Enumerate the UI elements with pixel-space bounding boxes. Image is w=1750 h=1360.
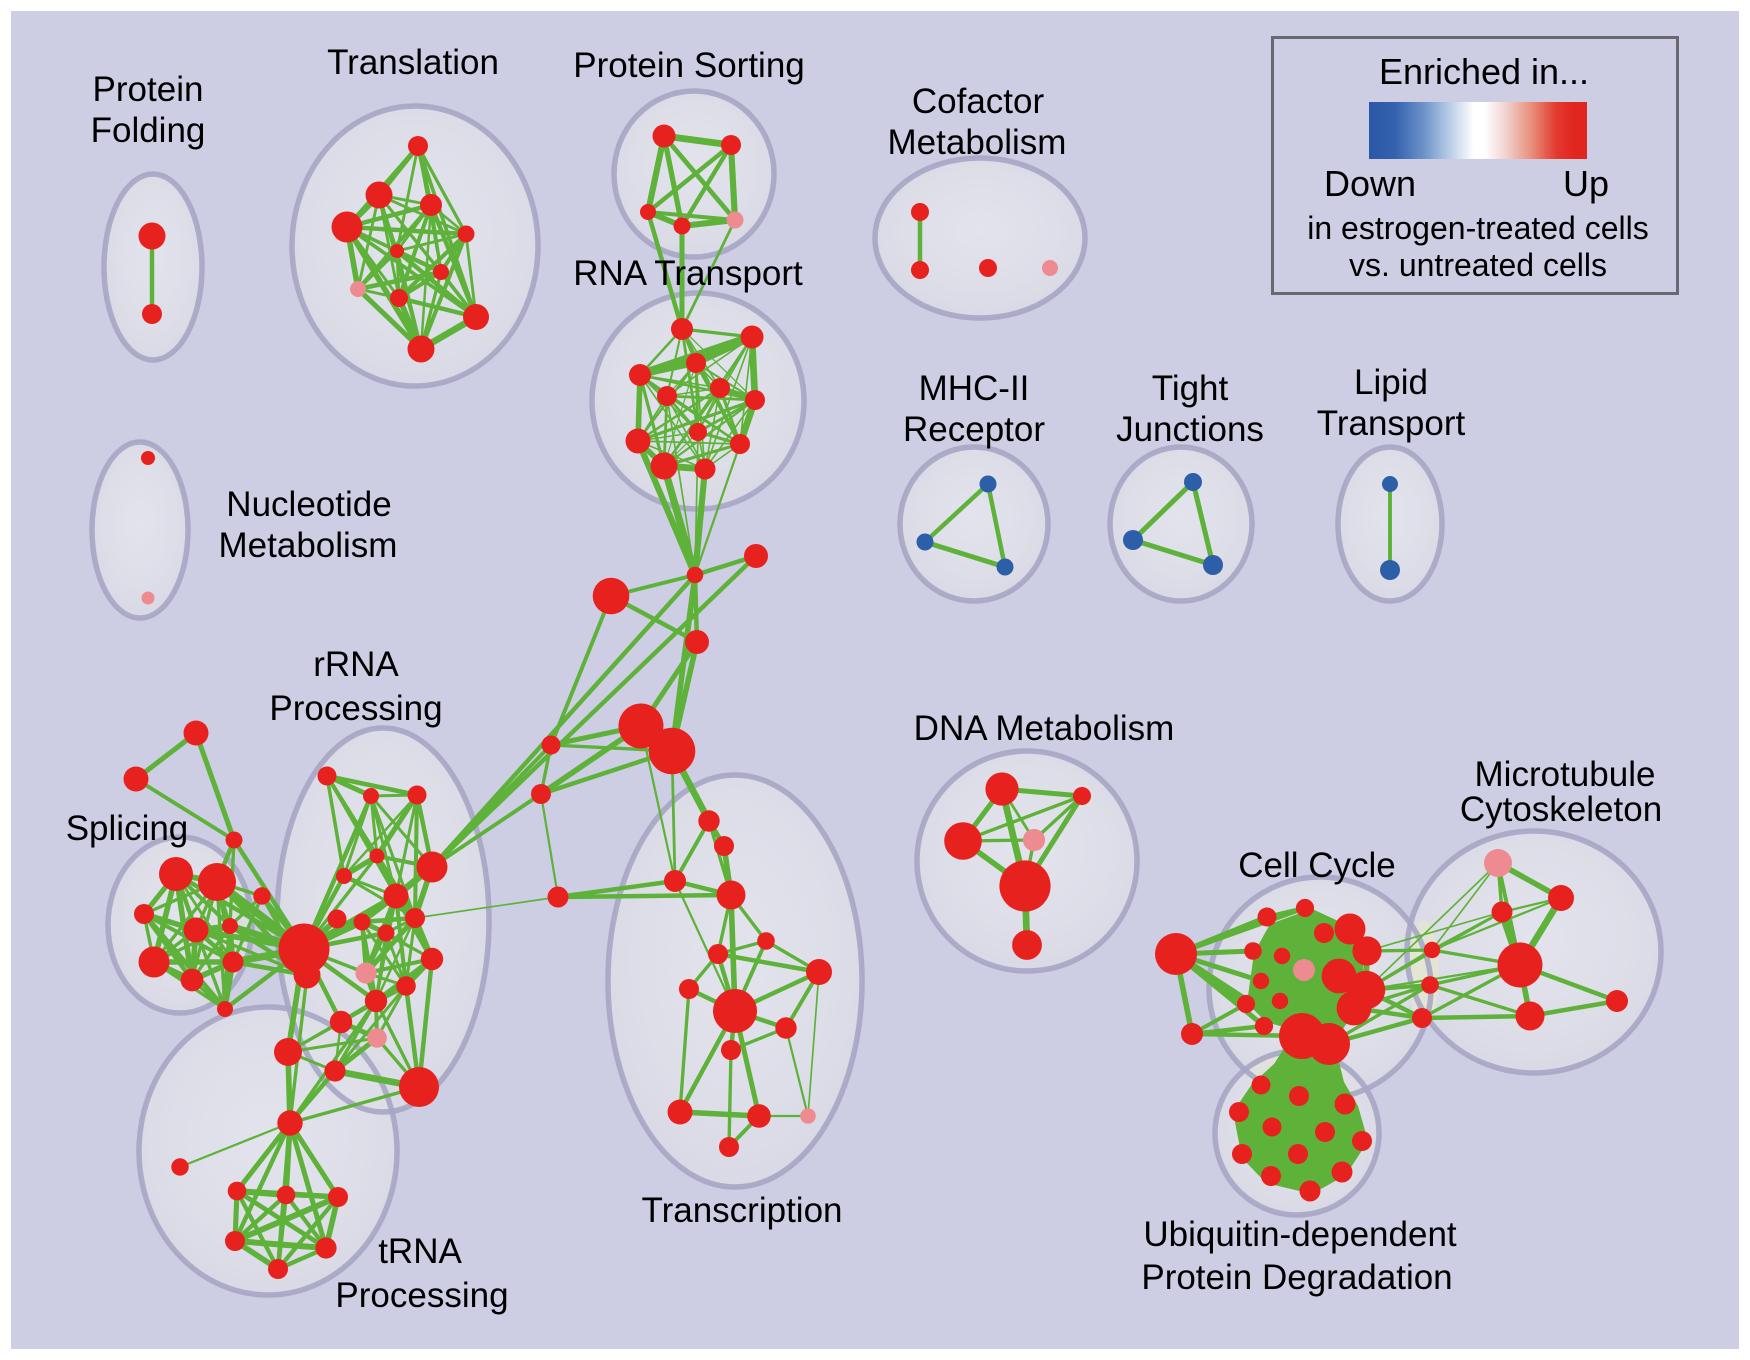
svg-text:Processing: Processing [335,1276,508,1315]
svg-text:Cytoskeleton: Cytoskeleton [1460,790,1662,829]
svg-text:Protein Degradation: Protein Degradation [1141,1258,1452,1297]
svg-text:Nucleotide: Nucleotide [226,485,391,524]
svg-text:in estrogen-treated cells: in estrogen-treated cells [1307,210,1649,246]
svg-text:Receptor: Receptor [903,410,1045,449]
svg-text:tRNA: tRNA [378,1232,462,1271]
svg-text:Cofactor: Cofactor [912,82,1045,121]
svg-text:MHC-II: MHC-II [919,369,1030,408]
svg-text:Up: Up [1563,163,1609,204]
svg-text:Lipid: Lipid [1354,363,1428,402]
svg-text:Junctions: Junctions [1116,410,1264,449]
svg-text:Splicing: Splicing [66,809,189,848]
svg-text:Protein Sorting: Protein Sorting [573,46,805,85]
svg-text:DNA Metabolism: DNA Metabolism [914,709,1175,748]
svg-text:Processing: Processing [269,689,442,728]
svg-text:Folding: Folding [91,111,206,150]
svg-text:Tight: Tight [1152,369,1229,408]
svg-text:Ubiquitin-dependent: Ubiquitin-dependent [1143,1215,1457,1254]
svg-text:Translation: Translation [327,43,499,82]
svg-text:Microtubule: Microtubule [1475,755,1656,794]
svg-text:RNA Transport: RNA Transport [573,254,803,293]
svg-text:Metabolism: Metabolism [888,123,1067,162]
svg-text:rRNA: rRNA [313,645,399,684]
svg-text:Down: Down [1324,163,1416,204]
svg-text:Metabolism: Metabolism [219,526,398,565]
svg-text:Enriched in...: Enriched in... [1379,51,1589,92]
svg-text:Transcription: Transcription [642,1191,843,1230]
svg-text:vs. untreated cells: vs. untreated cells [1349,247,1607,283]
svg-text:Transport: Transport [1317,404,1466,443]
svg-text:Protein: Protein [93,70,204,109]
svg-text:Cell Cycle: Cell Cycle [1238,846,1396,885]
